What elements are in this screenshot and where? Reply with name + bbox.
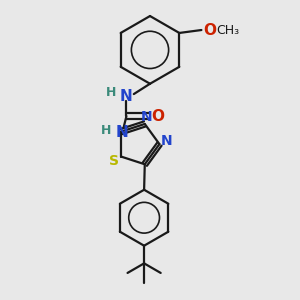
- Text: N: N: [161, 134, 172, 148]
- Text: S: S: [109, 154, 119, 168]
- Text: CH₃: CH₃: [216, 23, 239, 37]
- Text: O: O: [203, 22, 217, 38]
- Text: N: N: [140, 110, 152, 124]
- Text: H: H: [106, 86, 116, 99]
- Text: N: N: [116, 125, 128, 140]
- Text: N: N: [120, 89, 133, 104]
- Text: O: O: [152, 109, 164, 124]
- Text: H: H: [101, 124, 112, 137]
